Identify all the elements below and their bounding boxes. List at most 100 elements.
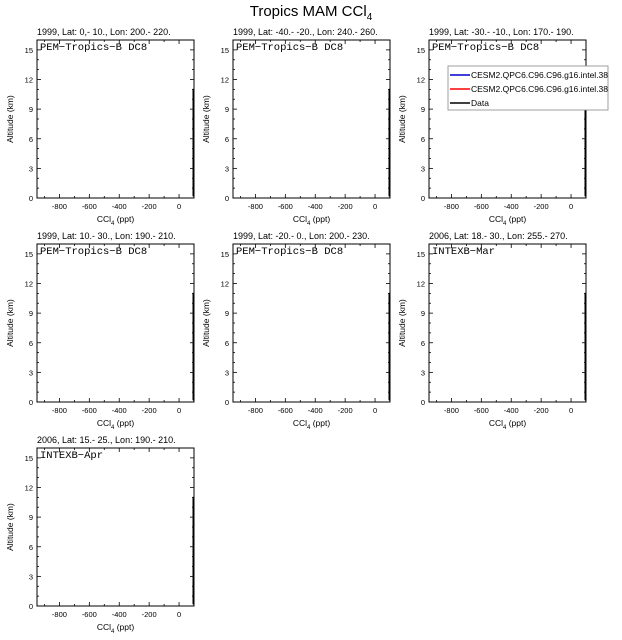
data-point [388, 327, 390, 329]
x-tick-label: 0 [569, 406, 573, 415]
x-tick-label: -200 [142, 202, 157, 211]
y-axis-label: Altitude (km) [5, 299, 15, 347]
x-tick-label: 0 [177, 406, 181, 415]
data-point [584, 138, 586, 140]
x-axis-label-subscript: 4 [503, 221, 507, 227]
legend: CESM2.QPC6.C96.C96.g16.intel.38 CESM2.QPC… [447, 65, 609, 111]
data-point [192, 312, 194, 314]
x-tick-label: -600 [82, 202, 97, 211]
data-point [192, 399, 194, 401]
panel-header: 1999, Lat: 0,- 10., Lon: 200.- 220. [37, 27, 171, 37]
y-tick-label: 3 [29, 368, 33, 377]
y-tick-label: 0 [421, 398, 425, 407]
data-point [388, 195, 390, 197]
legend-box [447, 65, 609, 111]
x-tick-label: -600 [278, 202, 293, 211]
panel-grid: 1999, Lat: 0,- 10., Lon: 200.- 220. PEM−T… [5, 27, 609, 635]
x-tick-label: -400 [308, 406, 323, 415]
x-tick-label: -200 [534, 202, 549, 211]
data-point [584, 152, 586, 155]
y-tick-label: 15 [417, 46, 425, 55]
data-point [192, 138, 194, 140]
x-axis-label-main: CCl [489, 214, 503, 224]
data-point [388, 138, 390, 140]
x-axis-label: CCl4 (ppt) [97, 622, 135, 635]
y-axis-label: Altitude (km) [201, 299, 211, 347]
data-point [584, 327, 586, 329]
y-tick-label: 6 [29, 339, 33, 348]
plot-frame [232, 243, 391, 403]
x-axis-label-unit: (ppt) [506, 418, 526, 428]
data-point [388, 167, 390, 169]
data-point [192, 182, 194, 184]
x-tick-label: -800 [444, 406, 459, 415]
y-tick-label: 12 [221, 280, 229, 289]
data-point [192, 546, 194, 548]
y-tick-label: 15 [25, 250, 33, 259]
x-tick-label: -600 [82, 610, 97, 619]
y-tick-label: 3 [421, 164, 425, 173]
data-point [192, 371, 194, 373]
y-tick-label: 3 [225, 164, 229, 173]
data-point [584, 386, 586, 388]
x-axis-label-main: CCl [97, 418, 111, 428]
x-axis-label: CCl4 (ppt) [489, 214, 527, 227]
data-point [192, 496, 194, 498]
data-point [192, 560, 194, 563]
y-tick-label: 12 [25, 280, 33, 289]
x-tick-label: -200 [142, 406, 157, 415]
campaign-label: PEM−Tropics−B DC8 [236, 246, 343, 258]
panel-header: 2006, Lat: 18.- 30., Lon: 255.- 270. [429, 231, 568, 241]
plot-frame [36, 243, 195, 403]
x-tick-label: -800 [52, 202, 67, 211]
data-point [584, 312, 586, 314]
x-axis-label-subscript: 4 [111, 221, 115, 227]
x-tick-label: -600 [278, 406, 293, 415]
data-point [388, 108, 390, 110]
x-axis-label-main: CCl [293, 418, 307, 428]
panel-header: 2006, Lat: 15.- 25., Lon: 190.- 210. [37, 435, 176, 445]
plot-frame [36, 39, 195, 199]
y-tick-label: 15 [221, 250, 229, 259]
x-axis-label-subscript: 4 [503, 425, 507, 431]
data-point [584, 167, 586, 169]
data-point [388, 88, 390, 90]
data-point [388, 386, 390, 388]
data-point [388, 356, 390, 359]
chart-panel: 1999, Lat: -40.- -20., Lon: 240.- 260. PE… [201, 27, 391, 227]
x-tick-label: -800 [248, 202, 263, 211]
y-tick-label: 15 [25, 46, 33, 55]
campaign-label: INTEXB−Mar [432, 246, 495, 258]
panel-header: 1999, Lat: -40.- -20., Lon: 240.- 260. [233, 27, 378, 37]
chart-panel: 1999, Lat: -30.- -10., Lon: 170.- 190. PE… [397, 27, 609, 227]
figure-title: Tropics MAM CCl4 [250, 3, 373, 23]
legend-label: CESM2.QPC6.C96.C96.g16.intel.38 [471, 84, 608, 94]
panel-header: 1999, Lat: -30.- -10., Lon: 170.- 190. [429, 27, 574, 37]
data-point [584, 371, 586, 373]
data-point [192, 531, 194, 533]
campaign-label: PEM−Tropics−B DC8 [40, 42, 147, 54]
y-tick-label: 6 [225, 135, 229, 144]
y-tick-label: 9 [29, 513, 33, 522]
data-point [192, 516, 194, 518]
x-axis-label: CCl4 (ppt) [97, 214, 135, 227]
y-tick-label: 3 [29, 572, 33, 581]
data-point [192, 292, 194, 294]
x-tick-label: -400 [504, 406, 519, 415]
x-axis-label-unit: (ppt) [114, 214, 134, 224]
data-point [192, 152, 194, 155]
x-axis-label: CCl4 (ppt) [293, 418, 331, 431]
y-tick-label: 9 [421, 105, 425, 114]
chart-panel: 1999, Lat: -20.- 0., Lon: 200.- 230. PEM−… [201, 231, 391, 431]
y-tick-label: 0 [225, 398, 229, 407]
campaign-label: PEM−Tropics−B DC8 [432, 42, 539, 54]
chart-panel: 2006, Lat: 15.- 25., Lon: 190.- 210. INTE… [5, 435, 195, 635]
data-point [192, 123, 194, 125]
y-tick-label: 3 [421, 368, 425, 377]
x-axis-label: CCl4 (ppt) [293, 214, 331, 227]
y-tick-label: 0 [225, 194, 229, 203]
x-tick-label: 0 [569, 202, 573, 211]
x-axis-label: CCl4 (ppt) [97, 418, 135, 431]
y-tick-label: 15 [417, 250, 425, 259]
y-tick-label: 6 [29, 135, 33, 144]
